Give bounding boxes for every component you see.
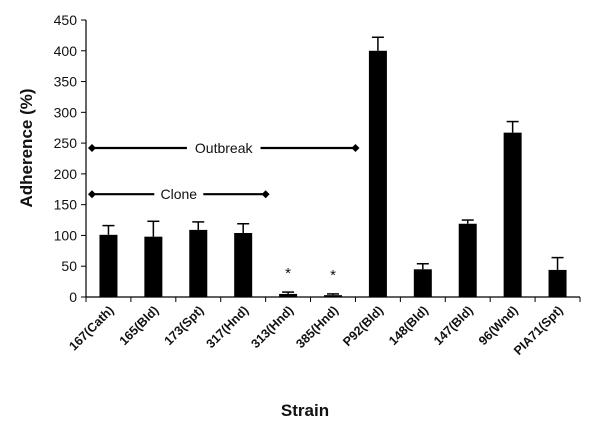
bar	[413, 269, 432, 297]
bar	[548, 269, 567, 297]
y-tick-label: 300	[54, 104, 78, 120]
x-category-label: 147(Bld)	[431, 303, 476, 348]
bar	[368, 50, 387, 298]
y-tick-label: 200	[54, 166, 78, 182]
y-tick-label: 250	[54, 135, 78, 151]
annotation-label: Clone	[161, 186, 198, 202]
bar	[189, 229, 208, 297]
x-category-label: P92(Bld)	[340, 303, 386, 349]
x-category-label: 96(Wnd)	[476, 303, 521, 348]
x-category-label: PIA71(Spt)	[511, 303, 566, 358]
y-tick-label: 350	[54, 74, 78, 90]
x-category-label: 173(Spt)	[162, 303, 207, 348]
annotation-marker	[351, 144, 360, 153]
annotation-label: Outbreak	[195, 140, 254, 156]
x-category-label: 313(Hnd)	[248, 303, 296, 351]
y-tick-label: 150	[54, 197, 78, 213]
bar	[234, 232, 253, 297]
bar	[99, 234, 118, 297]
y-tick-label: 100	[54, 227, 78, 243]
bar	[144, 236, 163, 297]
x-category-label: 167(Cath)	[66, 303, 116, 353]
bar	[458, 223, 477, 297]
x-category-label: 165(Bld)	[117, 303, 162, 348]
y-tick-label: 0	[69, 289, 77, 305]
bar	[503, 132, 522, 297]
annotation-marker	[88, 144, 96, 153]
y-tick-label: 400	[54, 43, 78, 59]
y-tick-label: 50	[61, 258, 77, 274]
bar	[279, 293, 298, 297]
y-tick-label: 450	[54, 12, 78, 28]
annotation-marker	[88, 190, 96, 199]
x-axis-title: Strain	[281, 401, 329, 420]
annotation-marker	[261, 190, 270, 199]
y-axis-title: Adherence (%)	[17, 88, 36, 207]
x-category-label: 317(Hnd)	[204, 303, 252, 351]
bar	[324, 295, 342, 297]
significance-marker: *	[330, 267, 336, 284]
significance-marker: *	[285, 265, 291, 282]
plot-area: 0 50 100 150 200 250 300 350 400 450 167(Cath) 165(…	[54, 12, 581, 358]
x-category-label: 385(Hnd)	[293, 303, 341, 351]
x-category-label: 148(Bld)	[386, 303, 431, 348]
